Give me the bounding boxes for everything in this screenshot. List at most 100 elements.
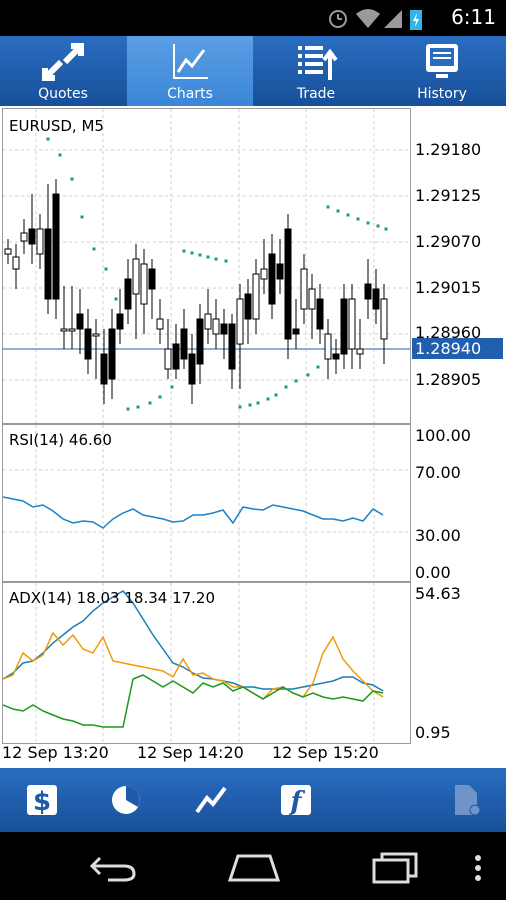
price-panel[interactable]: EURUSD, M5 [2,108,411,424]
sar-dot [114,297,118,301]
candle-body [340,298,348,355]
candle-body [300,268,308,310]
candle-body [36,228,44,255]
candle-body [164,348,172,370]
sar-dot [238,405,242,409]
candle-body [172,343,180,370]
candle-body [20,232,28,242]
rsi-tick: 0.00 [415,563,451,582]
candle-body [284,228,292,340]
rsi-label: RSI(14) 46.60 [9,431,112,449]
sar-dot [126,407,130,411]
back-icon[interactable] [88,852,138,882]
battery-icon [410,10,422,30]
tab-quotes[interactable]: Quotes [0,36,126,106]
status-icons [329,9,422,30]
system-navigation-bar [0,832,506,900]
history-icon [426,44,458,78]
candle-body [356,348,364,355]
chart-toolbar: $ f [0,768,506,832]
candle-body [156,318,164,330]
sar-dot [224,259,228,263]
candle-body [204,313,212,330]
sar-dot [274,393,278,397]
chart-line-icon [173,44,208,79]
minus-di-line [2,674,384,728]
tab-label: Charts [167,86,213,102]
adx-line [2,590,384,692]
clock: 6:11 [451,5,496,29]
tab-history[interactable]: History [379,36,505,106]
candle-body [364,283,372,300]
candle-body [108,328,116,380]
clock-icon[interactable] [108,782,144,818]
sar-dot [306,373,310,377]
price-tick: 1.29015 [415,278,482,297]
candle-body [268,253,276,305]
rsi-chart [2,425,410,581]
sar-dot [346,213,350,217]
candle-body [324,333,332,360]
chart-line-icon[interactable] [193,782,229,818]
candle-body [316,298,324,330]
adx-tick: 54.63 [415,584,461,603]
candle-body [60,328,68,332]
sar-dot [182,249,186,253]
candle-body [260,268,268,280]
menu-icon[interactable] [472,854,484,884]
time-label: 12 Sep 15:20 [272,743,379,762]
sar-dot [266,397,270,401]
signal-icon [384,10,402,28]
dollar-icon[interactable]: $ [24,782,60,818]
chart-area[interactable]: EURUSD, M5 1.29180 1.29125 1.29070 1.290… [0,106,506,768]
candle-body [4,248,12,255]
symbol-label: EURUSD, M5 [9,117,104,135]
current-price-badge: 1.28940 [412,338,503,359]
rsi-panel[interactable]: RSI(14) 46.60 [2,424,411,582]
svg-text:$: $ [33,787,51,817]
function-icon[interactable]: f [278,782,314,818]
sar-dot [214,257,218,261]
candle-body [84,328,92,360]
candle-body [68,328,76,332]
candle-body [188,353,196,385]
sar-dot [356,217,360,221]
adx-label: ADX(14) 18.03 18.34 17.20 [9,589,216,607]
sar-dot [366,221,370,225]
tab-charts[interactable]: Charts [127,36,253,106]
sar-dot [92,247,96,251]
tab-label: History [417,86,467,102]
candle-body [380,298,388,340]
candle-body [140,263,148,305]
candle-body [76,313,84,330]
price-tick: 1.28960 [415,323,482,342]
price-tick: 1.29180 [415,140,482,159]
candle-body [44,228,52,300]
rsi-tick: 100.00 [415,426,471,445]
price-tick: 1.28905 [415,370,482,389]
candle-body [292,328,300,335]
parabolic-sar [46,137,388,411]
sar-dot [170,385,174,389]
sar-dot [80,215,84,219]
home-icon[interactable] [226,850,282,884]
adx-panel[interactable]: ADX(14) 18.03 18.34 17.20 [2,582,411,744]
svg-text:f: f [288,787,305,817]
sar-dot [248,403,252,407]
tab-label: Trade [296,86,336,102]
candle-body [236,298,244,345]
rsi-tick: 70.00 [415,463,461,482]
time-label: 12 Sep 13:20 [2,743,109,762]
sar-dot [294,379,298,383]
sar-dot [46,137,50,141]
candle-body [220,323,228,335]
tab-trade[interactable]: Trade [253,36,379,106]
new-document-icon[interactable] [447,782,483,818]
sar-dot [148,401,152,405]
sar-dot [206,255,210,259]
recents-icon[interactable] [370,850,420,884]
price-tick: 1.29070 [415,232,482,251]
candle-body [92,333,100,337]
candle-body [244,293,252,320]
time-label: 12 Sep 14:20 [137,743,244,762]
